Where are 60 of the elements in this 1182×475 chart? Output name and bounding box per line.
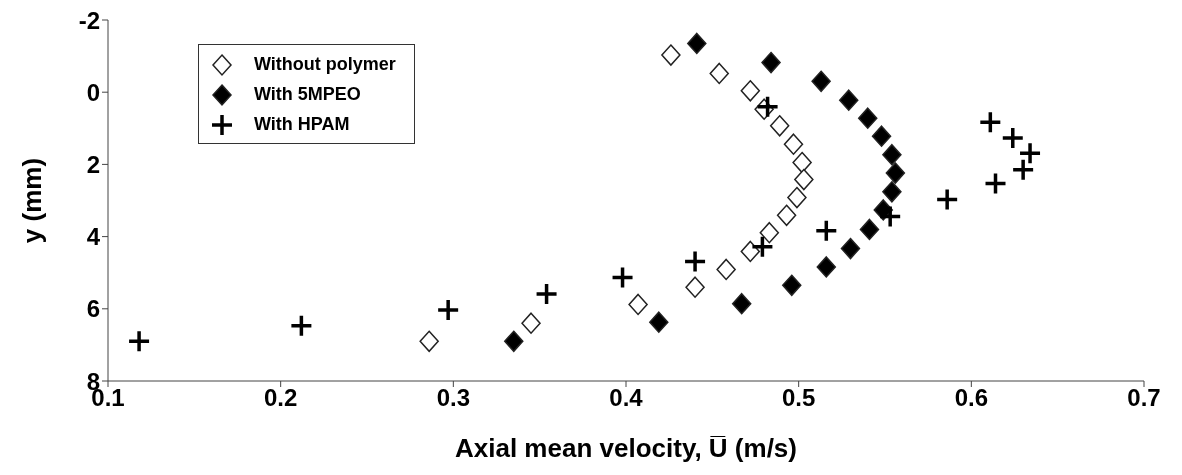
point (792, 151, 812, 174)
point (129, 331, 150, 352)
point (504, 330, 524, 353)
point (787, 186, 807, 209)
point (536, 284, 557, 304)
point (882, 143, 902, 166)
point (880, 206, 901, 227)
point (291, 315, 312, 336)
x-tick-label: 0.7 (1127, 384, 1161, 412)
point (816, 220, 837, 241)
x-tick-label: 0.4 (609, 384, 644, 412)
y-tick-label: -2 (78, 6, 100, 34)
point (811, 70, 831, 93)
point (1020, 143, 1041, 164)
point (794, 168, 814, 191)
y-tick-label: 0 (86, 78, 100, 106)
point (859, 218, 880, 241)
point (882, 181, 902, 203)
point (857, 107, 878, 129)
point (740, 80, 761, 102)
point (521, 312, 541, 334)
point (687, 32, 707, 55)
point (649, 311, 669, 333)
point (685, 276, 705, 298)
point (628, 293, 648, 316)
x-tick-label: 0.2 (263, 384, 298, 412)
point (709, 62, 729, 85)
legend-label: With 5MPEO (254, 84, 361, 104)
y-tick-label: 2 (86, 150, 100, 178)
point (980, 112, 1001, 133)
point (759, 221, 780, 244)
point (776, 204, 797, 227)
point (661, 44, 681, 66)
point (419, 330, 439, 353)
y-tick-label: 4 (86, 223, 101, 251)
point (1002, 128, 1023, 149)
point (840, 237, 861, 260)
point (783, 133, 804, 155)
legend-label: With HPAM (254, 114, 350, 134)
point (716, 258, 736, 281)
point (1013, 159, 1034, 180)
point (838, 89, 859, 111)
point (782, 274, 802, 297)
point (769, 115, 790, 137)
x-tick-label: 0.5 (781, 384, 816, 412)
point (816, 256, 837, 278)
point (685, 251, 706, 272)
point (731, 293, 752, 315)
point (885, 162, 906, 184)
point (937, 189, 958, 210)
point (871, 125, 892, 147)
x-axis-title: Axial mean velocity, U̅ (m/s) (455, 433, 797, 463)
y-tick-label: 6 (86, 295, 100, 323)
point (761, 51, 781, 74)
y-axis-title: y (mm) (17, 157, 48, 244)
x-tick-label: 0.3 (436, 384, 471, 412)
x-tick-label: 0.6 (954, 384, 989, 412)
point (438, 299, 459, 320)
point (740, 240, 761, 263)
legend-label: Without polymer (254, 54, 396, 74)
